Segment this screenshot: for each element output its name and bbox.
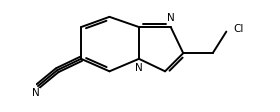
Text: N: N xyxy=(32,88,40,98)
Text: N: N xyxy=(135,63,143,73)
Text: N: N xyxy=(167,13,175,23)
Text: Cl: Cl xyxy=(233,24,244,34)
